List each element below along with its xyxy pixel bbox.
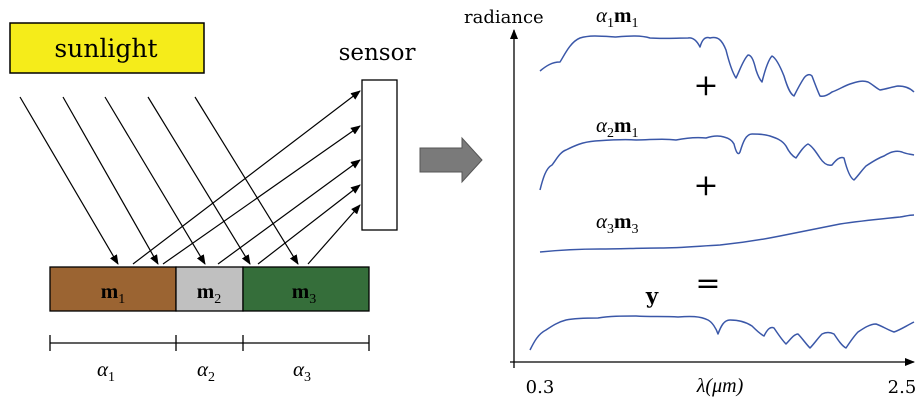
- x-min-label: 0.3: [526, 377, 555, 398]
- reflected-ray: [307, 204, 361, 265]
- sensor-box: [361, 79, 398, 231]
- reflected-ray: [132, 90, 361, 265]
- spectrum-alpha1-m1: [539, 35, 915, 97]
- material-m2-label: m2: [197, 279, 222, 307]
- incident-ray: [104, 96, 206, 265]
- material-m2-block: [175, 266, 244, 312]
- plot-axes: [510, 29, 915, 368]
- reflected-ray: [162, 125, 361, 265]
- spectrum-alpha2-m1: [539, 133, 915, 191]
- equals-operator: =: [695, 266, 720, 301]
- reflected-ray: [217, 159, 361, 265]
- sunlight-box: [9, 22, 205, 74]
- incident-rays: [19, 96, 299, 265]
- fraction-alpha2-label: α2: [197, 357, 215, 385]
- reflected-rays: [132, 90, 361, 265]
- term-2-label: α2m1: [596, 113, 639, 141]
- incident-ray: [62, 96, 159, 265]
- result-y-label: y: [645, 283, 659, 308]
- fraction-alpha1-label: α1: [97, 357, 115, 385]
- spectrum-mixture-y: [529, 315, 915, 351]
- incident-ray: [194, 96, 299, 265]
- y-axis-label: radiance: [464, 7, 544, 28]
- fraction-alpha3-label: α3: [293, 357, 311, 385]
- sensor-label: sensor: [339, 40, 416, 66]
- reflected-ray: [257, 184, 361, 265]
- material-m1-label: m1: [101, 279, 126, 307]
- spectral-curves: [529, 35, 915, 351]
- transition-arrow: [419, 136, 483, 184]
- plus-operator-2: +: [693, 168, 718, 203]
- fraction-scale: [49, 335, 370, 351]
- plus-operator-1: +: [693, 68, 718, 103]
- sunlight-label: sunlight: [54, 34, 157, 63]
- incident-ray: [147, 96, 251, 265]
- term-1-label: α1m1: [596, 3, 639, 31]
- x-max-label: 2.5: [888, 377, 917, 398]
- material-m3-block: [242, 266, 370, 312]
- term-3-label: α3m3: [596, 209, 639, 237]
- incident-ray: [19, 96, 119, 265]
- material-m1-block: [49, 266, 177, 312]
- material-m3-label: m3: [292, 279, 317, 307]
- x-axis-label: λ(μm): [696, 375, 744, 397]
- spectrum-alpha3-m3: [539, 214, 915, 253]
